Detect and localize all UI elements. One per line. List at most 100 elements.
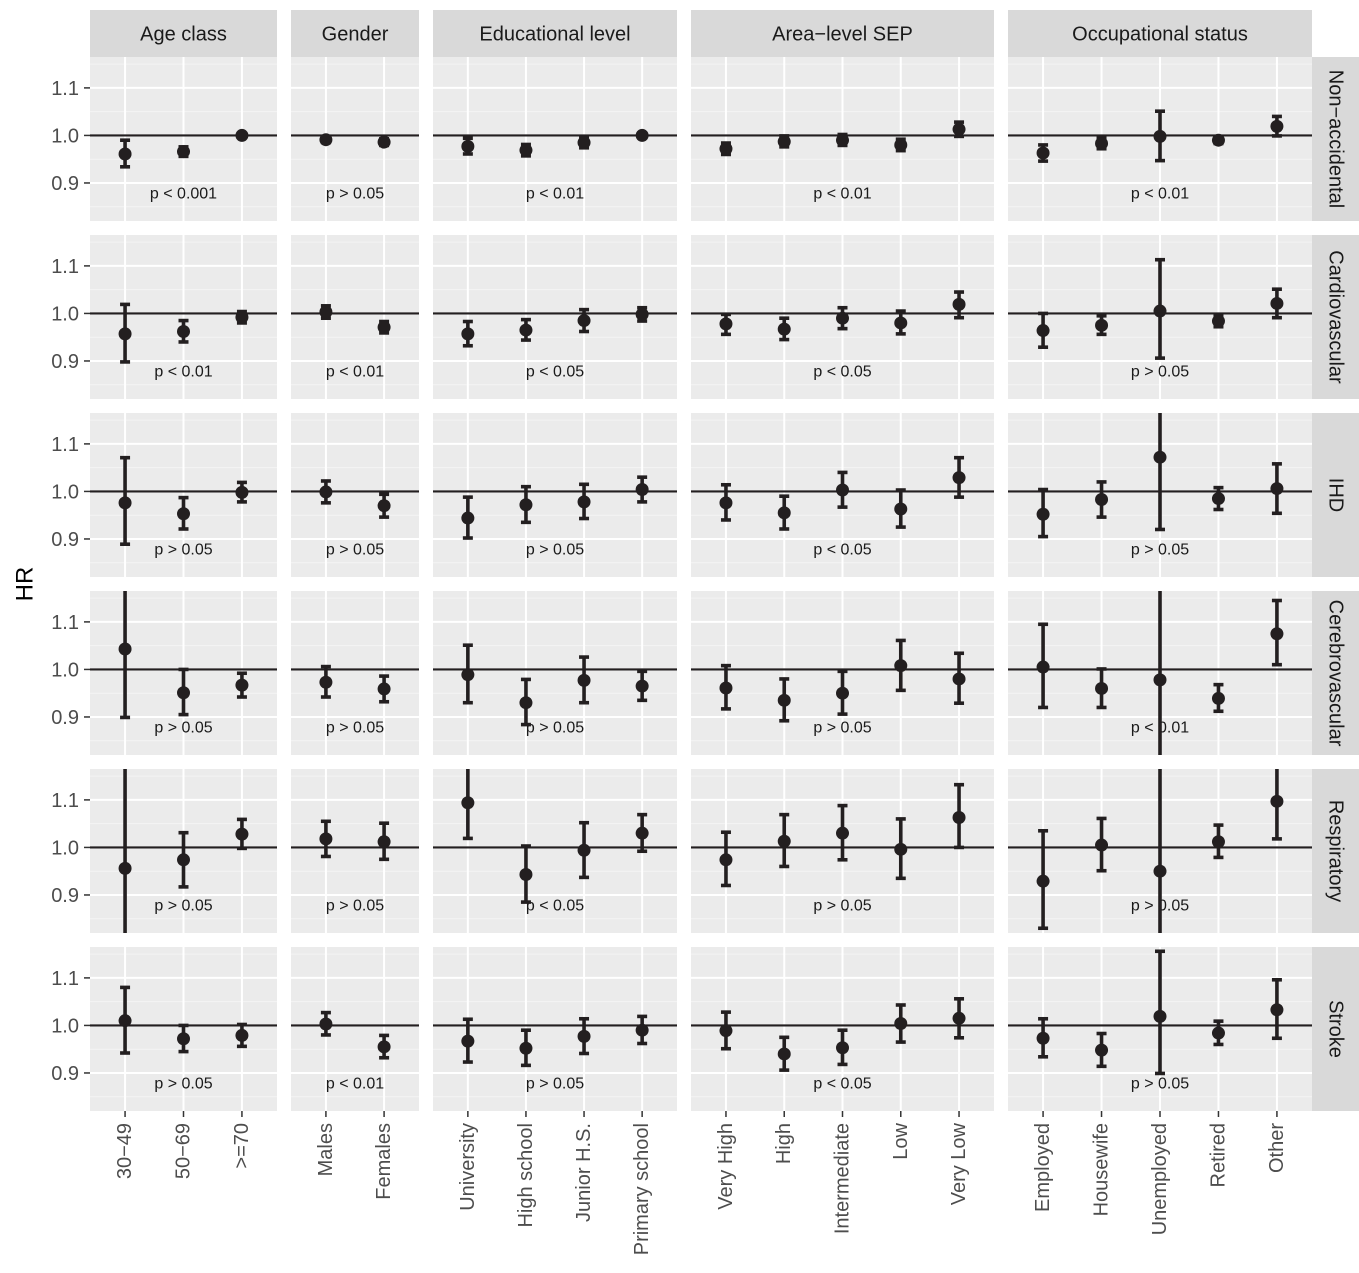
panel-marks: [1036, 109, 1284, 163]
data-point: [461, 511, 475, 525]
panel-marks: [118, 455, 249, 547]
panel: p > 0.05: [90, 947, 277, 1111]
data-point: [952, 810, 966, 824]
panel: p < 0.01: [433, 57, 677, 221]
panel: p > 0.05: [90, 769, 277, 933]
x-tick-label: University: [457, 1123, 479, 1211]
p-value-label: p > 0.05: [154, 897, 212, 914]
row-strip-bg: [1312, 413, 1359, 577]
data-point: [177, 145, 190, 159]
x-tick-label: High: [773, 1123, 795, 1164]
data-point: [1153, 450, 1167, 464]
data-point: [635, 128, 649, 142]
data-point: [777, 1047, 791, 1061]
data-point: [1211, 1026, 1225, 1040]
data-point: [235, 1028, 249, 1042]
y-tick-label: 0.9: [51, 173, 79, 195]
panel: p < 0.05: [433, 235, 677, 399]
x-tick-label: Junior H.S.: [573, 1123, 595, 1222]
panel: p > 0.05: [691, 591, 994, 755]
p-value-label: p < 0.01: [526, 185, 584, 202]
y-tick-label: 1.1: [51, 78, 79, 100]
data-point: [836, 686, 849, 700]
data-point: [235, 678, 249, 692]
p-value-label: p < 0.05: [526, 363, 584, 380]
data-point: [952, 297, 966, 311]
data-point: [1095, 137, 1109, 151]
data-point: [952, 1011, 966, 1025]
panel-background: [291, 769, 419, 933]
data-point: [635, 307, 649, 321]
y-tick-label: 0.9: [51, 707, 79, 729]
p-value-label: p > 0.05: [526, 541, 584, 558]
y-tick-label: 1.0: [51, 481, 79, 503]
column-strip: Age class: [90, 10, 277, 57]
panel: p > 0.05: [1008, 947, 1312, 1111]
p-value-label: p > 0.05: [1131, 541, 1189, 558]
row-strip: Respiratory: [1312, 769, 1359, 933]
data-point: [1270, 119, 1284, 133]
x-tick-label: Intermediate: [832, 1123, 854, 1234]
data-point: [894, 502, 908, 516]
data-point: [1153, 129, 1167, 143]
panel: p < 0.01: [291, 947, 419, 1111]
panel-marks: [118, 769, 249, 933]
y-tick-label: 0.9: [51, 351, 79, 373]
data-point: [894, 1017, 908, 1031]
data-point: [319, 133, 333, 147]
data-point: [577, 1029, 591, 1043]
data-point: [118, 861, 132, 875]
data-point: [1036, 324, 1050, 338]
p-value-label: p > 0.05: [154, 541, 212, 558]
column-strip-bg: [691, 10, 994, 57]
data-point: [577, 673, 591, 687]
data-point: [577, 843, 591, 857]
data-point: [1095, 1043, 1109, 1057]
data-point: [319, 675, 333, 689]
data-point: [461, 1034, 475, 1048]
column-strip: Educational level: [433, 10, 677, 57]
data-point: [235, 485, 249, 499]
p-value-label: p < 0.01: [326, 363, 384, 380]
row-strip-bg: [1312, 57, 1359, 221]
data-point: [1211, 691, 1225, 705]
data-point: [635, 483, 649, 497]
panel-marks: [1036, 769, 1284, 933]
data-point: [1270, 1003, 1284, 1017]
x-tick-label: Females: [373, 1123, 395, 1200]
data-point: [461, 796, 475, 810]
data-point: [635, 679, 649, 693]
panel-marks: [319, 819, 391, 862]
data-point: [577, 136, 591, 150]
p-value-label: p > 0.05: [526, 719, 584, 736]
y-tick-label: 1.0: [51, 1015, 79, 1037]
y-tick-label: 1.0: [51, 837, 79, 859]
p-value-label: p < 0.05: [813, 541, 871, 558]
row-strip-bg: [1312, 769, 1359, 933]
panel-background: [291, 947, 419, 1111]
data-point: [836, 133, 849, 147]
panel: p > 0.05: [291, 57, 419, 221]
y-tick-label: 0.9: [51, 885, 79, 907]
panel-marks: [118, 128, 249, 169]
x-tick-label: Other: [1266, 1123, 1288, 1173]
panel-marks: [719, 120, 966, 157]
panel-marks: [319, 479, 391, 519]
row-strip: Stroke: [1312, 947, 1359, 1111]
panel: p > 0.05: [1008, 769, 1312, 933]
p-value-label: p > 0.05: [154, 1075, 212, 1092]
data-point: [719, 681, 733, 695]
x-tick-label: High school: [515, 1123, 537, 1228]
y-tick-label: 1.1: [51, 790, 79, 812]
p-value-label: p > 0.05: [813, 897, 871, 914]
data-point: [519, 1041, 533, 1055]
data-point: [235, 310, 249, 324]
p-value-label: p > 0.05: [326, 185, 384, 202]
data-point: [1153, 864, 1167, 878]
panel: p > 0.05: [291, 769, 419, 933]
data-point: [519, 868, 533, 882]
panel-marks: [719, 997, 966, 1072]
column-strip-label: Area−level SEP: [772, 24, 913, 46]
data-point: [894, 316, 908, 330]
column-strip-label: Educational level: [479, 24, 630, 46]
